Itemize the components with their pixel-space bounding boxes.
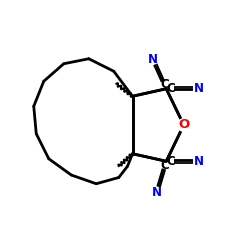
Text: C: C bbox=[160, 159, 169, 172]
Text: C: C bbox=[166, 82, 175, 95]
Text: N: N bbox=[194, 82, 204, 95]
Text: N: N bbox=[152, 186, 162, 199]
Text: C: C bbox=[166, 155, 175, 168]
Text: N: N bbox=[148, 52, 158, 66]
Text: N: N bbox=[194, 155, 204, 168]
Text: O: O bbox=[178, 118, 190, 132]
Text: C: C bbox=[160, 78, 169, 91]
Circle shape bbox=[178, 119, 190, 131]
